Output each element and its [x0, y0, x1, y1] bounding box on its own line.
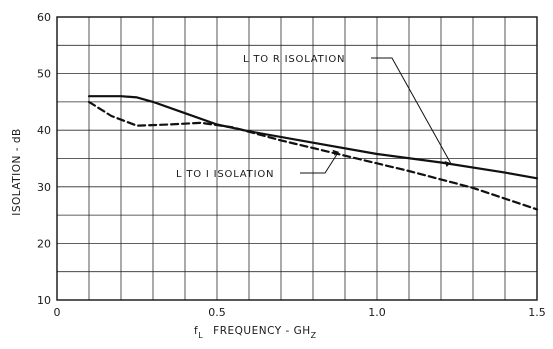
- y-tick-label: 60: [37, 11, 51, 24]
- chart-grid: [57, 17, 537, 300]
- y-axis-label: ISOLATION - dB: [11, 128, 23, 215]
- x-tick-label: 1.0: [368, 306, 386, 319]
- annotation-l-to-r: L TO R ISOLATION: [243, 54, 345, 65]
- x-tick-label: 0.5: [208, 306, 226, 319]
- y-tick-label: 50: [37, 68, 51, 81]
- x-tick-label: 1.5: [528, 306, 546, 319]
- plot-frame: [56, 16, 538, 301]
- x-tick-labels: 0 0.5 1.0 1.5: [54, 306, 546, 319]
- y-tick-label: 20: [37, 237, 51, 250]
- x-axis-label-symbol: f: [194, 325, 198, 337]
- y-tick-labels: 10 20 30 40 50 60: [37, 11, 51, 307]
- x-axis-label: fL FREQUENCY - GHZ: [194, 325, 317, 340]
- x-axis-label-text: FREQUENCY - GH: [213, 325, 310, 337]
- x-axis-label-symbol-subscript: L: [198, 331, 203, 340]
- series-line-l-to-i: [87, 100, 539, 211]
- leader-line-l-to-i: [300, 151, 340, 174]
- y-tick-label: 30: [37, 181, 51, 194]
- arrowhead-l-to-r: [444, 161, 451, 168]
- y-tick-label: 40: [37, 124, 51, 137]
- arrowhead-l-to-i: [332, 149, 339, 156]
- annotation-l-to-i: L TO I ISOLATION: [176, 169, 274, 180]
- series-lines: [87, 95, 539, 211]
- x-axis-label-unit-subscript: Z: [311, 331, 317, 340]
- x-tick-label: 0: [54, 306, 61, 319]
- y-tick-label: 10: [37, 294, 51, 307]
- series-annotations: L TO R ISOLATION L TO I ISOLATION: [176, 54, 452, 180]
- leader-line-l-to-r: [371, 57, 452, 164]
